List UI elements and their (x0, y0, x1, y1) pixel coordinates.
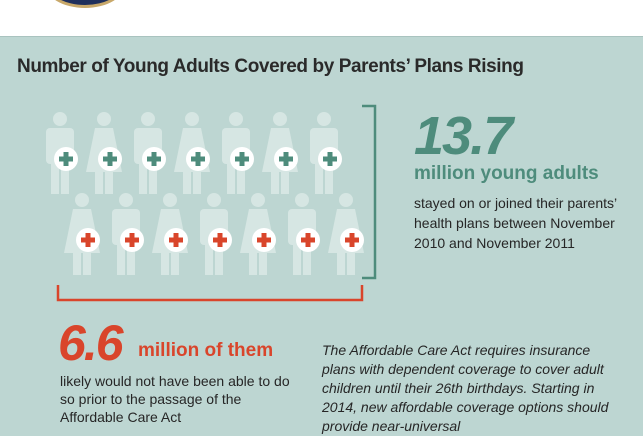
red-plus-icon (164, 228, 188, 252)
stat-6-6-text: likely would not have been able to do so… (60, 373, 290, 425)
red-plus-icon (296, 228, 320, 252)
stat-13-7-text: stayed on or joined their parents’ healt… (414, 195, 617, 251)
stat-6-6-number: 6.6 (58, 315, 124, 371)
green-plus-icon (98, 147, 122, 171)
green-plus-icon (230, 147, 254, 171)
red-bracket (56, 285, 364, 302)
green-plus-icon (274, 147, 298, 171)
green-plus-icon (54, 147, 78, 171)
man-figure (112, 193, 140, 275)
header-bar (0, 0, 643, 37)
red-plus-icon (120, 228, 144, 252)
stat-13-7-label: million young adults (414, 163, 599, 184)
red-plus-icon (208, 228, 232, 252)
red-plus-icon (252, 228, 276, 252)
green-plus-icon (318, 147, 342, 171)
green-plus-icon (142, 147, 166, 171)
red-plus-icon (76, 228, 100, 252)
stat-6-6-label: million of them (138, 340, 274, 361)
aca-note: The Affordable Care Act requires insuran… (322, 342, 609, 434)
green-plus-icon (186, 147, 210, 171)
red-plus-icon (340, 228, 364, 252)
green-bracket (362, 104, 377, 280)
stat-13-7-number: 13.7 (414, 106, 513, 166)
page-title: Number of Young Adults Covered by Parent… (17, 56, 524, 77)
